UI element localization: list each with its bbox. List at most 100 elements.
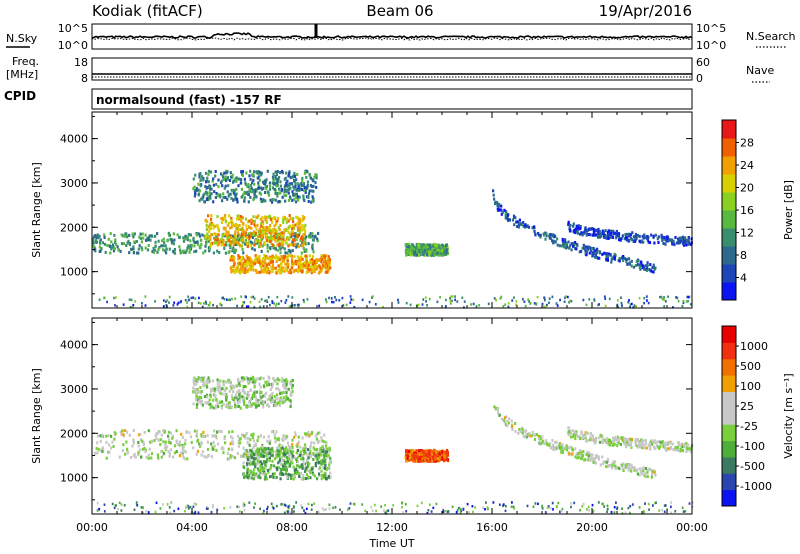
data-cell bbox=[293, 270, 295, 273]
data-cell bbox=[418, 254, 420, 257]
data-cell bbox=[115, 432, 117, 435]
data-cell bbox=[216, 437, 218, 440]
ground-scatter-cell bbox=[397, 299, 399, 302]
data-cell bbox=[621, 256, 623, 259]
data-cell bbox=[294, 182, 296, 185]
data-cell bbox=[174, 444, 176, 447]
data-cell bbox=[240, 265, 242, 268]
ground-scatter-cell bbox=[287, 295, 289, 298]
data-cell bbox=[422, 243, 424, 246]
y-tick-label: 3000 bbox=[60, 177, 88, 190]
data-cell bbox=[325, 444, 327, 447]
data-cell bbox=[557, 244, 559, 247]
data-cell bbox=[263, 260, 265, 263]
data-cell bbox=[253, 468, 255, 471]
data-cell bbox=[605, 465, 607, 468]
data-cell bbox=[316, 448, 318, 451]
data-cell bbox=[296, 234, 298, 237]
data-cell bbox=[248, 174, 250, 177]
data-cell bbox=[254, 473, 256, 476]
data-cell bbox=[277, 178, 279, 181]
y-tick-label: 1000 bbox=[60, 266, 88, 279]
data-cell bbox=[308, 242, 310, 245]
data-cell bbox=[410, 247, 412, 250]
data-cell bbox=[202, 431, 204, 434]
data-cell bbox=[253, 170, 255, 173]
data-cell bbox=[93, 235, 95, 238]
data-cell bbox=[230, 171, 232, 174]
data-cell bbox=[273, 464, 275, 467]
data-cell bbox=[276, 476, 278, 479]
data-cell bbox=[314, 181, 316, 184]
data-cell bbox=[309, 434, 311, 437]
data-cell bbox=[268, 383, 270, 386]
data-cell bbox=[158, 439, 160, 442]
data-cell bbox=[312, 452, 314, 455]
data-cell bbox=[216, 215, 218, 218]
data-cell bbox=[525, 433, 527, 436]
data-cell bbox=[211, 455, 213, 458]
data-cell bbox=[110, 447, 112, 450]
data-cell bbox=[286, 449, 288, 452]
data-cell bbox=[221, 180, 223, 183]
data-cell bbox=[99, 449, 101, 452]
data-cell bbox=[326, 448, 328, 451]
data-cell bbox=[428, 250, 430, 253]
data-cell bbox=[606, 461, 608, 464]
data-cell bbox=[309, 234, 311, 237]
data-cell bbox=[229, 404, 231, 407]
data-cell bbox=[197, 183, 199, 186]
data-cell bbox=[582, 233, 584, 236]
data-cell bbox=[294, 175, 296, 178]
data-cell bbox=[313, 176, 315, 179]
data-cell bbox=[277, 453, 279, 456]
data-cell bbox=[210, 214, 212, 217]
data-cell bbox=[248, 220, 250, 223]
data-cell bbox=[270, 218, 272, 221]
data-cell bbox=[545, 232, 547, 235]
data-cell bbox=[293, 466, 295, 469]
data-cell bbox=[255, 240, 257, 243]
data-cell bbox=[292, 379, 294, 382]
data-cell bbox=[193, 244, 195, 247]
data-cell bbox=[173, 232, 175, 235]
data-cell bbox=[295, 468, 297, 471]
data-cell bbox=[311, 189, 313, 192]
data-cell bbox=[269, 459, 271, 462]
data-cell bbox=[270, 466, 272, 469]
data-cell bbox=[294, 232, 296, 235]
data-cell bbox=[206, 186, 208, 189]
data-cell bbox=[257, 467, 259, 470]
data-cell bbox=[320, 436, 322, 439]
data-cell bbox=[324, 472, 326, 475]
data-cell bbox=[223, 172, 225, 175]
ground-scatter-cell bbox=[524, 301, 526, 304]
data-cell bbox=[289, 447, 291, 450]
data-cell bbox=[224, 196, 226, 199]
data-cell bbox=[129, 243, 131, 246]
ground-scatter-cell bbox=[454, 299, 456, 302]
power-colorbar: 282420161284Power [dB] bbox=[722, 120, 795, 301]
data-cell bbox=[286, 476, 288, 479]
ground-scatter-cell bbox=[663, 299, 665, 302]
data-cell bbox=[636, 469, 638, 472]
data-cell bbox=[257, 181, 259, 184]
data-cell bbox=[197, 391, 199, 394]
data-cell bbox=[238, 228, 240, 231]
ground-scatter-cell bbox=[169, 296, 171, 299]
data-cell bbox=[425, 450, 427, 453]
data-cell bbox=[275, 247, 277, 250]
data-cell bbox=[183, 456, 185, 459]
data-cell bbox=[262, 406, 264, 409]
data-cell bbox=[587, 439, 589, 442]
data-cell bbox=[576, 230, 578, 233]
data-cell bbox=[268, 194, 270, 197]
data-cell bbox=[279, 171, 281, 174]
data-cell bbox=[630, 233, 632, 236]
data-cell bbox=[500, 205, 502, 208]
data-cell bbox=[580, 250, 582, 253]
data-cell bbox=[199, 246, 201, 249]
data-cell bbox=[137, 441, 139, 444]
data-cell bbox=[256, 451, 258, 454]
data-cell bbox=[205, 172, 207, 175]
